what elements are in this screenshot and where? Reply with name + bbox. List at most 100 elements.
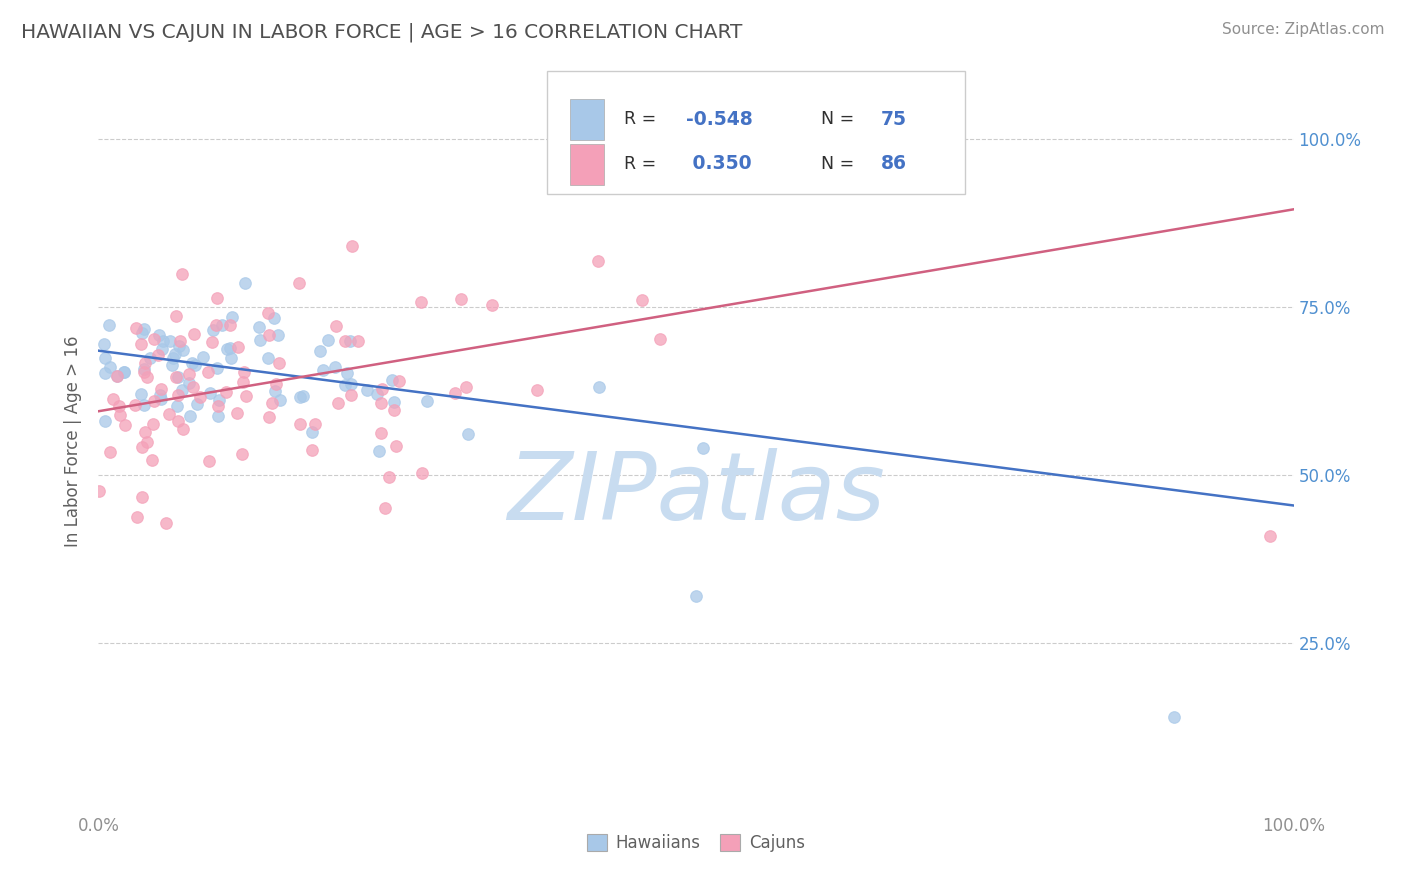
Point: [333, 334, 356, 348]
Point: [177, 376, 200, 391]
Point: [1163, 710, 1185, 724]
Point: [232, 375, 254, 389]
Point: [263, 310, 285, 325]
Point: [170, 267, 193, 281]
Point: [167, 414, 190, 428]
Point: [132, 362, 155, 376]
Point: [411, 466, 433, 480]
Point: [415, 394, 437, 409]
Point: [340, 239, 363, 253]
Point: [323, 359, 346, 374]
Point: [218, 318, 240, 332]
Point: [142, 417, 165, 431]
Point: [588, 380, 610, 394]
Point: [165, 369, 187, 384]
Point: [181, 380, 204, 394]
Point: [184, 359, 207, 373]
Point: [233, 276, 256, 290]
Point: [201, 323, 224, 337]
Point: [179, 409, 201, 423]
Point: [149, 392, 172, 407]
Point: [269, 356, 291, 370]
Point: [226, 406, 249, 420]
Text: N =: N =: [821, 155, 860, 173]
Point: [205, 291, 228, 305]
Point: [346, 334, 368, 348]
Point: [139, 351, 162, 366]
Point: [247, 320, 270, 334]
Point: [172, 384, 194, 398]
Legend: Hawaiians, Cajuns: Hawaiians, Cajuns: [581, 828, 811, 859]
Point: [309, 344, 332, 359]
Point: [207, 399, 229, 413]
Point: [149, 382, 172, 396]
Point: [205, 318, 228, 333]
Point: [259, 410, 281, 425]
Point: [94, 414, 117, 428]
Point: [177, 368, 200, 382]
Point: [257, 351, 280, 365]
Point: [631, 293, 654, 307]
Point: [288, 417, 311, 431]
Point: [114, 417, 136, 432]
Point: [481, 298, 503, 312]
Point: [454, 380, 477, 394]
Point: [98, 445, 121, 459]
Point: [167, 388, 190, 402]
Point: [188, 390, 211, 404]
Point: [219, 342, 242, 356]
FancyBboxPatch shape: [547, 71, 965, 194]
Point: [163, 347, 186, 361]
Point: [304, 417, 326, 432]
Point: [146, 348, 169, 362]
Point: [226, 340, 249, 354]
Point: [142, 332, 165, 346]
Point: [207, 409, 229, 423]
Point: [382, 403, 405, 417]
Point: [200, 334, 222, 349]
Point: [89, 483, 111, 498]
Text: R =: R =: [624, 111, 662, 128]
Point: [370, 395, 392, 409]
Point: [127, 510, 149, 524]
Point: [149, 388, 172, 402]
Point: [167, 339, 190, 353]
Point: [586, 253, 609, 268]
Point: [381, 372, 404, 386]
Point: [260, 396, 283, 410]
Point: [134, 322, 156, 336]
Point: [105, 368, 128, 383]
Point: [235, 389, 257, 403]
Point: [94, 351, 117, 366]
Point: [112, 365, 135, 379]
Point: [167, 369, 190, 384]
Point: [249, 334, 271, 348]
Point: [191, 350, 214, 364]
Text: Source: ZipAtlas.com: Source: ZipAtlas.com: [1222, 22, 1385, 37]
Point: [181, 356, 204, 370]
Y-axis label: In Labor Force | Age > 16: In Labor Force | Age > 16: [65, 335, 83, 548]
Point: [457, 426, 479, 441]
Point: [197, 365, 219, 379]
Point: [692, 441, 714, 455]
Point: [312, 363, 335, 377]
Bar: [571, 144, 605, 185]
Point: [290, 390, 312, 404]
Point: [444, 386, 467, 401]
Point: [215, 384, 238, 399]
Point: [124, 398, 146, 412]
Point: [366, 387, 388, 401]
Point: [388, 374, 411, 388]
Point: [340, 388, 363, 402]
Point: [169, 334, 191, 348]
Point: [136, 434, 159, 449]
Point: [125, 320, 148, 334]
Point: [103, 392, 125, 407]
Point: [326, 396, 349, 410]
Text: 75: 75: [882, 110, 907, 129]
Point: [98, 318, 121, 333]
Point: [136, 370, 159, 384]
Point: [143, 394, 166, 409]
Point: [269, 393, 291, 408]
Text: R =: R =: [624, 155, 662, 173]
